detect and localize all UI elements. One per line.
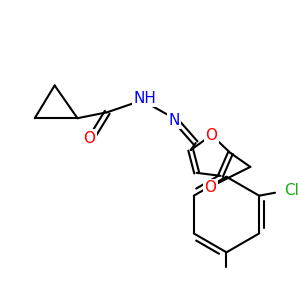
Text: N: N bbox=[168, 113, 179, 128]
Text: NH: NH bbox=[134, 91, 157, 106]
Text: Cl: Cl bbox=[284, 183, 299, 198]
Text: O: O bbox=[83, 130, 95, 146]
Text: O: O bbox=[205, 180, 217, 195]
Text: O: O bbox=[206, 128, 218, 142]
